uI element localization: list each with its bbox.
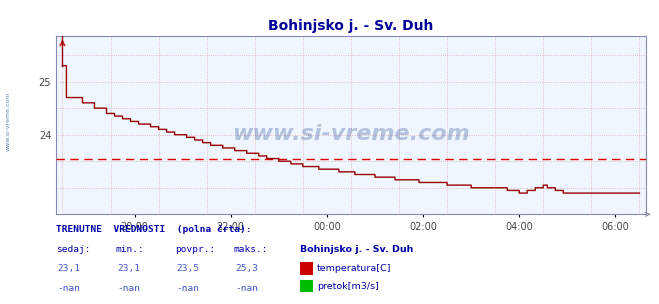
Text: 23,1: 23,1 bbox=[58, 264, 80, 274]
Text: maks.:: maks.: bbox=[234, 245, 268, 254]
Text: 23,1: 23,1 bbox=[117, 264, 140, 274]
Text: -nan: -nan bbox=[177, 284, 199, 293]
Text: 25,3: 25,3 bbox=[236, 264, 258, 274]
Title: Bohinjsko j. - Sv. Duh: Bohinjsko j. - Sv. Duh bbox=[268, 19, 434, 33]
Text: www.si-vreme.com: www.si-vreme.com bbox=[5, 92, 11, 151]
Text: -nan: -nan bbox=[236, 284, 258, 293]
Text: -nan: -nan bbox=[117, 284, 140, 293]
Text: temperatura[C]: temperatura[C] bbox=[317, 264, 391, 273]
Text: -nan: -nan bbox=[58, 284, 80, 293]
Text: povpr.:: povpr.: bbox=[175, 245, 215, 254]
Text: sedaj:: sedaj: bbox=[56, 245, 90, 254]
Text: 23,5: 23,5 bbox=[177, 264, 199, 274]
Text: pretok[m3/s]: pretok[m3/s] bbox=[317, 282, 379, 291]
Text: min.:: min.: bbox=[115, 245, 144, 254]
Text: TRENUTNE  VREDNOSTI  (polna črta):: TRENUTNE VREDNOSTI (polna črta): bbox=[56, 225, 252, 234]
Text: www.si-vreme.com: www.si-vreme.com bbox=[232, 124, 470, 144]
Text: Bohinjsko j. - Sv. Duh: Bohinjsko j. - Sv. Duh bbox=[300, 245, 413, 254]
